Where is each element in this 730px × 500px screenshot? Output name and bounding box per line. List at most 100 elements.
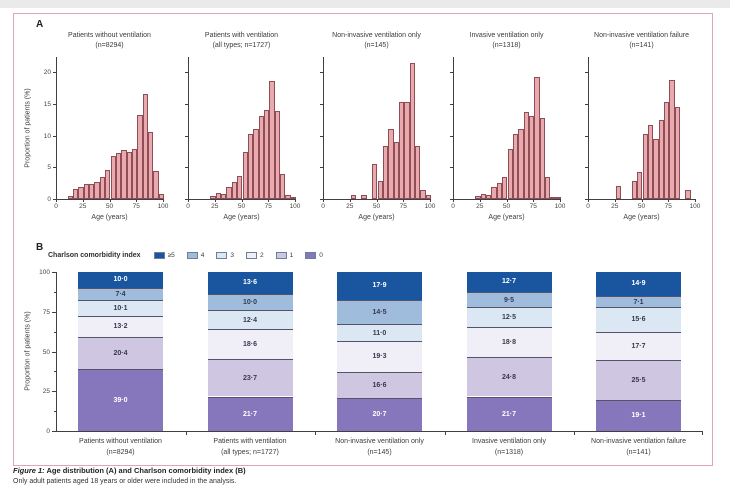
histogram-bar	[361, 194, 367, 199]
y-axis-tick	[52, 272, 56, 273]
x-axis-tick-label: 50	[502, 203, 511, 210]
x-axis-tick	[323, 199, 324, 202]
histogram-bar	[94, 181, 100, 199]
y-axis-tick	[53, 72, 56, 73]
x-axis-tick-label: 100	[289, 203, 301, 210]
y-axis-tick	[185, 167, 188, 169]
segment-value-label: 14·5	[372, 309, 387, 317]
stacked-bar: 14·9 7·1 15·6 17·7 25·5 19·1	[596, 272, 681, 431]
histogram-bar	[210, 195, 216, 199]
stacked-segment: 19·1	[596, 400, 681, 431]
histogram-bar	[231, 181, 238, 199]
stacked-segment: 9·5	[466, 292, 552, 308]
stacked-segment: 18·6	[207, 329, 293, 359]
segment-value-label: 17·7	[631, 342, 646, 350]
x-axis-tick	[668, 199, 670, 202]
category-sublabel: (n=8294)	[106, 448, 135, 456]
segment-value-label: 18·6	[242, 341, 257, 349]
segment-value-label: 21·7	[242, 410, 257, 418]
segment-value-label: 13·6	[242, 279, 257, 286]
x-axis-tick-label: 50	[372, 203, 381, 210]
x-axis-tick	[574, 431, 575, 435]
segment-value-label: 18·8	[501, 339, 516, 347]
y-axis-tick	[450, 135, 453, 137]
stacked-segment: 19·3	[337, 341, 422, 372]
y-axis-tick	[450, 167, 453, 169]
x-axis-tick	[109, 199, 111, 202]
stacked-segment: 18·8	[466, 327, 552, 358]
histogram-bar	[226, 186, 232, 199]
category-label: Non-invasive ventilation only	[335, 438, 424, 445]
x-axis-tick-label: 50	[237, 203, 246, 210]
y-axis-tick	[52, 431, 56, 432]
stacked-segment: 11·0	[337, 323, 422, 341]
histogram-bar	[555, 197, 561, 199]
stacked-segment: 21·7	[466, 396, 552, 431]
y-axis-tick	[585, 167, 588, 169]
segment-value-label: 17·9	[372, 282, 387, 289]
x-axis-tick	[506, 199, 508, 202]
stacked-segment: 10·0	[207, 293, 293, 310]
y-axis-tick	[585, 199, 588, 200]
x-axis-tick	[56, 199, 57, 202]
histogram-bar	[269, 80, 275, 199]
legend-item-label: 0	[319, 252, 323, 259]
histogram-bar	[475, 196, 481, 199]
x-axis-line	[56, 431, 703, 432]
legend-item: 3	[216, 252, 234, 259]
x-axis-tick	[560, 199, 561, 202]
legend-item-label: 4	[200, 252, 205, 259]
x-axis-tick-label: 75	[132, 203, 140, 210]
y-axis-tick	[185, 199, 188, 200]
y-axis-tick	[585, 72, 588, 73]
y-axis-tick-label: 20	[43, 69, 51, 76]
x-axis-tick-label: 25	[476, 203, 484, 210]
x-axis-tick	[315, 431, 316, 435]
histogram-bar	[647, 124, 654, 199]
y-axis-tick-label: 15	[43, 100, 51, 108]
segment-value-label: 39·0	[113, 397, 128, 405]
histogram-bar	[669, 79, 675, 199]
y-axis-tick	[52, 351, 56, 353]
cci-legend-items: ≥5 4 3 2 1 0	[153, 252, 335, 259]
stacked-segment: 24·8	[466, 357, 552, 397]
histogram-bar	[382, 146, 389, 199]
y-axis-tick	[53, 199, 56, 200]
legend-swatch	[305, 252, 317, 259]
histogram-bar	[215, 193, 222, 199]
category-label: Patients without ventilation	[79, 438, 162, 445]
histogram-bar	[502, 176, 508, 199]
histogram-bar	[147, 131, 154, 199]
x-axis-tick	[268, 199, 270, 202]
histogram-bar	[388, 129, 394, 199]
histogram-plot	[188, 57, 296, 200]
x-axis-tick	[695, 199, 696, 202]
stacked-segment: 16·6	[337, 371, 422, 399]
segment-value-label: 13·2	[113, 322, 128, 330]
histogram-title: Patients with ventilation	[204, 32, 279, 39]
y-axis-tick	[320, 199, 323, 200]
category-sublabel: (all types; n=1727)	[221, 448, 279, 456]
histogram-bar	[153, 171, 159, 199]
y-axis-tick	[53, 167, 56, 169]
stacked-segment: 15·6	[596, 306, 681, 332]
histogram-plot	[453, 57, 561, 200]
histogram-bar	[615, 185, 622, 199]
histogram-bar	[158, 193, 164, 199]
stacked-segment: 17·7	[596, 331, 681, 360]
segment-value-label: 7·1	[633, 298, 644, 306]
y-axis-tick	[52, 391, 56, 393]
segment-value-label: 12·4	[242, 316, 257, 324]
y-axis-tick	[585, 135, 588, 137]
segment-value-label: 20·4	[113, 349, 128, 357]
segment-value-label: 10·0	[113, 276, 128, 283]
x-axis-tick-label: 50	[637, 203, 646, 210]
x-axis-title: Age (years)	[488, 214, 525, 221]
histogram-bar	[372, 164, 378, 199]
stacked-segment: 12·5	[466, 307, 552, 328]
histogram-bar	[658, 120, 664, 199]
histogram-bar	[121, 150, 127, 199]
x-axis-tick	[349, 199, 351, 202]
x-axis-tick	[163, 199, 164, 202]
legend-item: 4	[186, 252, 205, 259]
